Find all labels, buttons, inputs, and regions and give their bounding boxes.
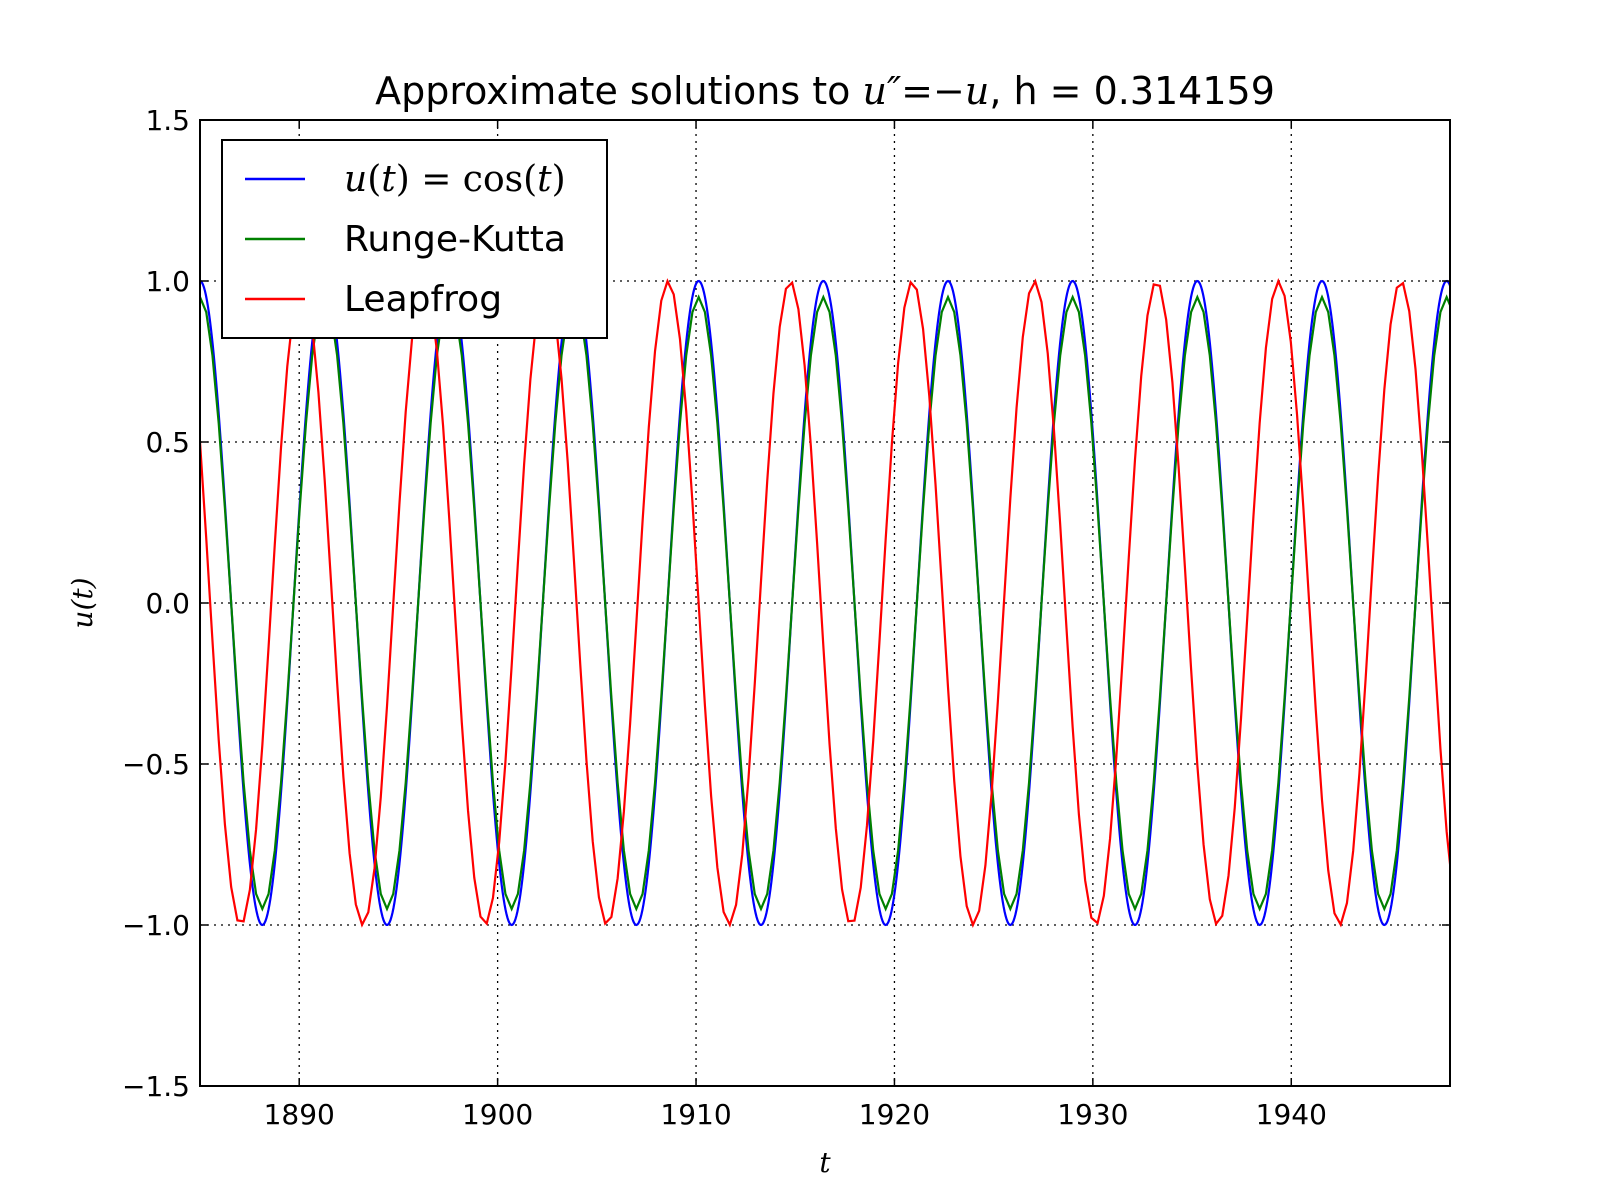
legend-label: Runge-Kutta: [344, 219, 566, 260]
chart-title-prefix: Approximate solutions to: [375, 69, 862, 113]
chart-title-equation: u″=−u: [863, 69, 990, 113]
x-tick-label: 1920: [859, 1098, 930, 1131]
chart-title: Approximate solutions to u″=−u, h = 0.31…: [375, 69, 1275, 113]
chart-title-suffix: , h = 0.314159: [989, 69, 1275, 113]
y-axis-ticks: −1.5 −1.0 −0.5 0.0 0.5 1.0 1.5: [122, 104, 1450, 1103]
series-lines: [200, 277, 1450, 928]
y-tick-label: 1.0: [145, 265, 190, 298]
x-tick-label: 1940: [1256, 1098, 1327, 1131]
y-tick-label: 1.5: [145, 104, 190, 137]
x-axis-ticks: 1890 1900 1910 1920 1930 1940: [264, 120, 1327, 1131]
y-tick-label: −0.5: [122, 748, 190, 781]
y-tick-label: −1.5: [122, 1070, 190, 1103]
legend-label-part: u: [344, 159, 367, 200]
legend-label-part: ): [552, 159, 566, 200]
y-tick-label: −1.0: [122, 909, 190, 942]
x-tick-label: 1890: [264, 1098, 335, 1131]
series-line-2: [200, 277, 1450, 928]
legend-label-part: ) = cos(: [396, 159, 537, 200]
x-tick-label: 1900: [462, 1098, 533, 1131]
x-tick-label: 1930: [1057, 1098, 1128, 1131]
legend-label: u(t) = cos(t): [344, 159, 566, 200]
legend-label-part: t: [381, 159, 396, 200]
y-tick-label: 0.0: [145, 587, 190, 620]
y-axis-label: u(t): [66, 577, 99, 628]
x-tick-label: 1910: [660, 1098, 731, 1131]
legend-label-part: t: [537, 159, 552, 200]
y-tick-label: 0.5: [145, 426, 190, 459]
legend-label-part: (: [367, 159, 381, 200]
series-line-1: [200, 294, 1450, 912]
x-axis-label: t: [819, 1146, 831, 1179]
legend-label: Leapfrog: [344, 279, 502, 320]
